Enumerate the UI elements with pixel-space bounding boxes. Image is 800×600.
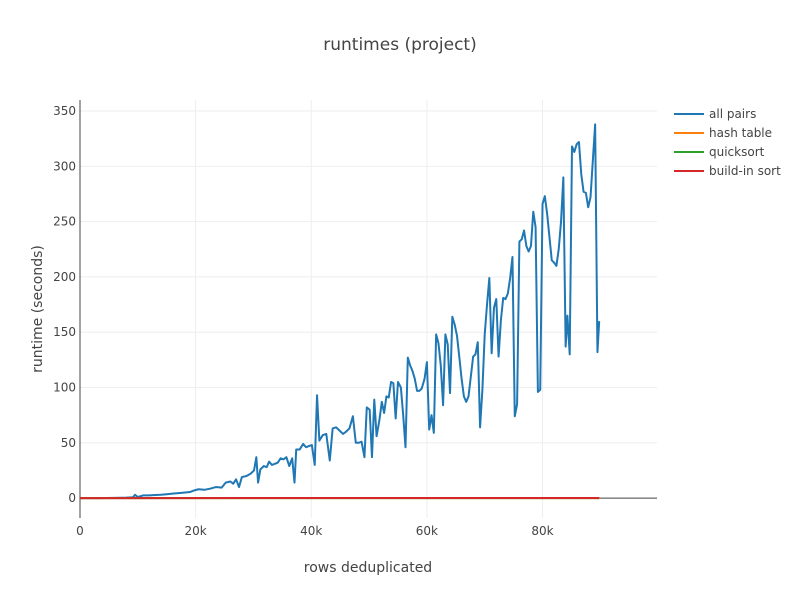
y-tick-label: 300 <box>53 159 76 173</box>
chart-title: runtimes (project) <box>323 35 476 55</box>
series-lines <box>79 123 601 500</box>
x-tick-label: 80k <box>531 524 553 538</box>
legend-item-build-in-sort[interactable]: build-in sort <box>674 164 781 178</box>
y-tick-label: 0 <box>68 491 76 505</box>
y-tick-label: 350 <box>53 104 76 118</box>
legend-label: quicksort <box>709 145 765 159</box>
y-axis-label: runtime (seconds) <box>30 245 46 373</box>
x-tick-label: 0 <box>76 524 84 538</box>
y-tick-label: 100 <box>53 381 76 395</box>
grid-lines <box>79 100 657 518</box>
legend-item-hash-table[interactable]: hash table <box>674 126 772 140</box>
legend[interactable]: all pairs hash table quicksort build-in sor… <box>674 107 781 178</box>
y-tick-label: 50 <box>61 436 76 450</box>
x-tick-label: 60k <box>416 524 438 538</box>
series-line-all-pairs <box>80 123 601 500</box>
legend-label: all pairs <box>709 107 756 121</box>
y-tick-label: 200 <box>53 270 76 284</box>
x-axis-label: rows deduplicated <box>304 560 432 576</box>
tick-labels: 0 50 100 150 200 250 300 350 0 20k 40k 60k 80k <box>53 104 554 538</box>
x-tick-label: 40k <box>300 524 322 538</box>
x-tick-label: 20k <box>185 524 207 538</box>
y-tick-label: 250 <box>53 215 76 229</box>
legend-label: hash table <box>709 126 772 140</box>
y-tick-label: 150 <box>53 325 76 339</box>
legend-item-all-pairs[interactable]: all pairs <box>674 107 756 121</box>
legend-item-quicksort[interactable]: quicksort <box>674 145 765 159</box>
legend-label: build-in sort <box>709 164 781 178</box>
